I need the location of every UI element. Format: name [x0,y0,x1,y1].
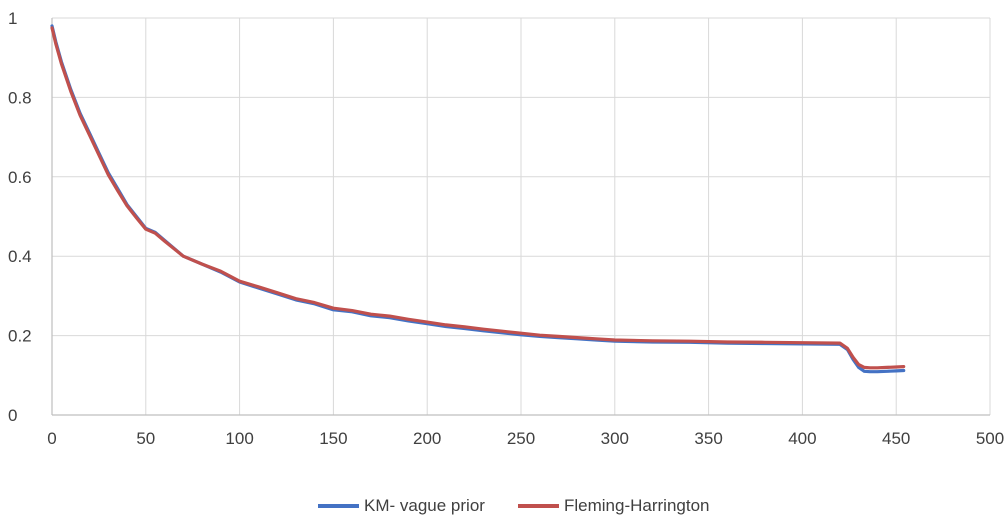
series-line-km-vague-prior [50,24,906,374]
series-line-fleming-harrington [50,26,906,370]
y-tick-label: 0.8 [8,88,32,107]
x-tick-label: 50 [136,429,155,448]
legend-label-km-vague-prior: KM- vague prior [364,496,485,515]
y-tick-label: 0.6 [8,168,32,187]
series-lines [50,24,906,374]
x-tick-label: 150 [319,429,347,448]
y-tick-label: 0.4 [8,247,32,266]
y-tick-label: 0.2 [8,327,32,346]
x-tick-label: 100 [225,429,253,448]
x-tick-label: 450 [882,429,910,448]
legend: KM- vague prior Fleming-Harrington [318,496,710,515]
y-tick-label: 0 [8,406,17,425]
y-tick-labels: 0 0.2 0.4 0.6 0.8 1 [8,9,32,425]
y-tick-label: 1 [8,9,17,28]
x-tick-label: 200 [413,429,441,448]
gridlines [52,17,991,415]
x-tick-label: 400 [788,429,816,448]
x-tick-label: 300 [601,429,629,448]
x-tick-label: 0 [47,429,56,448]
legend-label-fleming-harrington: Fleming-Harrington [564,496,710,515]
x-tick-label: 250 [507,429,535,448]
x-tick-labels: 0 50 100 150 200 250 300 350 400 450 500 [47,429,1004,448]
x-tick-label: 350 [694,429,722,448]
x-tick-label: 500 [976,429,1004,448]
axes [51,18,990,416]
